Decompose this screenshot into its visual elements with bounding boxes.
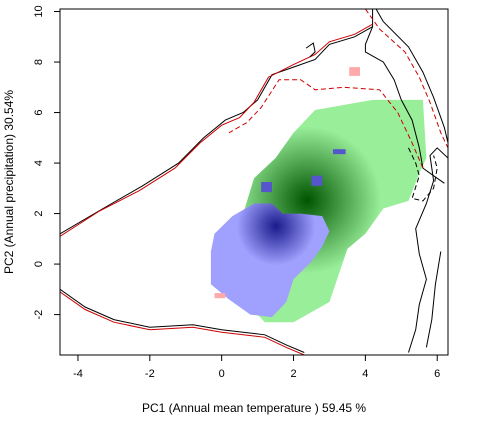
x-tick-label: -4: [73, 368, 83, 380]
contour-line: [408, 147, 438, 202]
contour-line: [305, 42, 316, 58]
y-tick-label: 6: [33, 109, 45, 115]
x-tick-label: 6: [434, 368, 440, 380]
contour-line: [60, 23, 373, 237]
y-tick-label: 0: [33, 261, 45, 267]
x-tick-label: 0: [219, 368, 225, 380]
contour-lines: [60, 9, 448, 355]
contour-line: [228, 79, 424, 169]
y-axis: -2 0 2 4 6 8 10: [33, 5, 60, 319]
contour-line: [60, 291, 305, 355]
contour-line: [425, 251, 442, 348]
density-region: [214, 293, 226, 299]
contour-line: [408, 147, 448, 353]
y-tick-label: 2: [33, 211, 45, 217]
density-region: [333, 149, 346, 155]
x-tick-label: -2: [145, 368, 155, 380]
plot-frame: [59, 8, 449, 356]
y-axis-title: PC2 (Annual precipitation) 30.54%: [2, 90, 16, 274]
y-tick-label: 4: [33, 160, 45, 166]
x-tick-label: 2: [290, 368, 296, 380]
density-region: [349, 67, 360, 76]
x-axis: -4 -2 0 2 4 6: [73, 355, 440, 380]
y-tick-label: 10: [33, 5, 45, 17]
x-axis-title: PC1 (Annual mean temperature ) 59.45 %: [142, 401, 366, 415]
contour-line: [364, 9, 448, 149]
contour-line: [364, 9, 445, 184]
contour-line: [375, 9, 448, 144]
density-region: [311, 175, 323, 186]
density-layers: [210, 67, 427, 323]
x-tick-label: 4: [362, 368, 368, 380]
contour-line: [60, 288, 305, 353]
y-tick-label: -2: [33, 310, 45, 320]
y-tick-label: 8: [33, 59, 45, 65]
density-region: [261, 182, 272, 193]
density-region: [210, 203, 330, 318]
